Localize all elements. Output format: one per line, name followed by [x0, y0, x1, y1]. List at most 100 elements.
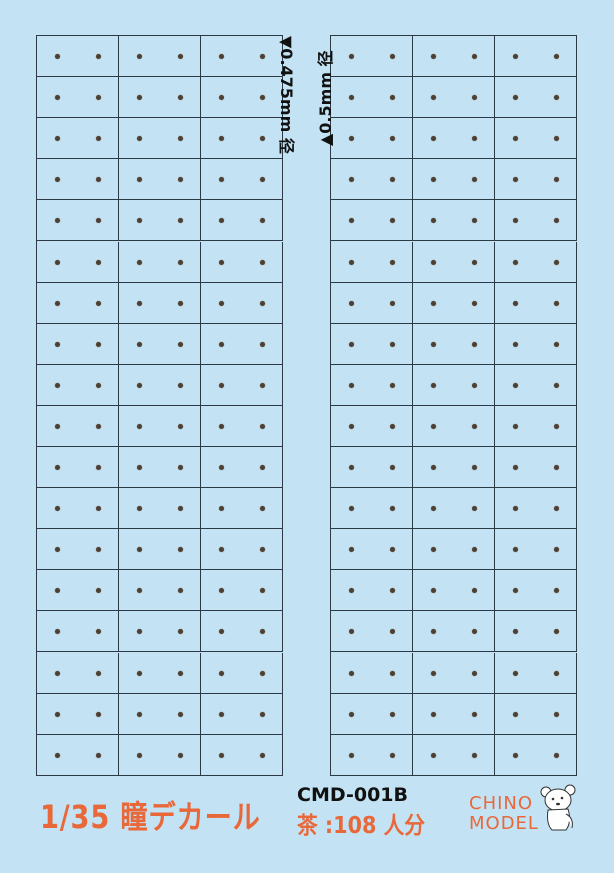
eye-dot	[554, 506, 559, 512]
eye-dot	[178, 752, 183, 758]
eye-dot	[390, 300, 395, 306]
decal-cell	[37, 488, 119, 530]
eye-dot	[137, 341, 142, 347]
eye-dot	[55, 136, 60, 142]
eye-dot	[178, 341, 183, 347]
eye-dot	[349, 670, 354, 676]
decal-cell	[37, 241, 119, 283]
decal-cell	[37, 118, 119, 160]
eye-dot	[260, 259, 265, 265]
eye-dot	[55, 54, 60, 59]
decal-cell	[413, 734, 495, 776]
decal-cell	[37, 282, 119, 324]
eye-dot	[431, 218, 436, 224]
eye-dot	[513, 95, 518, 101]
decal-cell	[37, 36, 119, 78]
sheet-title: 1/35 瞳デカール	[40, 798, 261, 836]
eye-dot	[554, 670, 559, 676]
eye-dot	[178, 423, 183, 429]
eye-dot	[137, 588, 142, 594]
eye-dot	[219, 382, 224, 388]
eye-dot	[219, 465, 224, 470]
decal-cell	[201, 734, 283, 776]
eye-dot	[390, 752, 395, 758]
eye-dot	[55, 465, 60, 470]
eye-dot	[390, 670, 395, 676]
decal-cell	[331, 200, 413, 242]
decal-cell	[413, 488, 495, 530]
decal-cell	[331, 77, 413, 119]
decal-cell	[119, 77, 201, 119]
eye-dot	[219, 300, 224, 306]
decal-cell	[37, 159, 119, 201]
eye-dot	[390, 382, 395, 388]
eye-dot	[260, 547, 265, 553]
decal-cell	[119, 241, 201, 283]
decal-cell	[201, 693, 283, 735]
eye-dot	[55, 629, 60, 635]
right-size-label: ▲0.5mm 径	[316, 50, 335, 146]
decal-cell	[201, 447, 283, 489]
eye-dot	[137, 54, 142, 59]
decal-cell	[495, 529, 577, 571]
decal-cell	[331, 611, 413, 653]
eye-dot	[55, 423, 60, 429]
eye-dot	[390, 54, 395, 59]
eye-dot	[431, 711, 436, 717]
eye-dot	[137, 506, 142, 512]
eye-dot	[472, 588, 477, 594]
decal-cell	[495, 282, 577, 324]
eye-dot	[349, 54, 354, 59]
eye-dot	[96, 629, 101, 635]
eye-dot	[260, 177, 265, 183]
eye-dot	[472, 54, 477, 59]
eye-dot	[472, 670, 477, 676]
eye-dot	[554, 259, 559, 265]
eye-dot	[137, 547, 142, 553]
eye-dot	[513, 177, 518, 183]
eye-dot	[472, 423, 477, 429]
decal-cell	[37, 447, 119, 489]
decal-cell	[201, 200, 283, 242]
eye-dot	[137, 382, 142, 388]
decal-cell	[495, 323, 577, 365]
decal-cell	[119, 447, 201, 489]
decal-cell	[37, 693, 119, 735]
eye-dot	[349, 629, 354, 635]
decal-cell	[201, 529, 283, 571]
eye-dot	[513, 54, 518, 59]
decal-cell	[119, 159, 201, 201]
eye-dot	[349, 752, 354, 758]
eye-dot	[96, 177, 101, 183]
eye-dot	[349, 588, 354, 594]
eye-dot	[513, 259, 518, 265]
left-decal-grid	[36, 35, 283, 776]
eye-dot	[349, 382, 354, 388]
eye-dot	[431, 465, 436, 470]
eye-dot	[178, 629, 183, 635]
eye-dot	[431, 177, 436, 183]
eye-dot	[219, 54, 224, 59]
eye-dot	[137, 259, 142, 265]
eye-dot	[137, 465, 142, 470]
decal-cell	[413, 611, 495, 653]
eye-dot	[178, 95, 183, 101]
eye-dot	[431, 547, 436, 553]
decal-cell	[201, 405, 283, 447]
decal-cell	[331, 241, 413, 283]
eye-dot	[96, 382, 101, 388]
eye-dot	[472, 300, 477, 306]
decal-cell	[495, 447, 577, 489]
eye-dot	[431, 629, 436, 635]
eye-dot	[260, 136, 265, 142]
decal-cell	[119, 282, 201, 324]
eye-dot	[96, 423, 101, 429]
eye-dot	[178, 670, 183, 676]
decal-cell	[413, 200, 495, 242]
decal-cell	[331, 118, 413, 160]
decal-cell	[495, 77, 577, 119]
decal-cell	[119, 364, 201, 406]
decal-cell	[495, 693, 577, 735]
eye-dot	[390, 711, 395, 717]
decal-cell	[119, 118, 201, 160]
